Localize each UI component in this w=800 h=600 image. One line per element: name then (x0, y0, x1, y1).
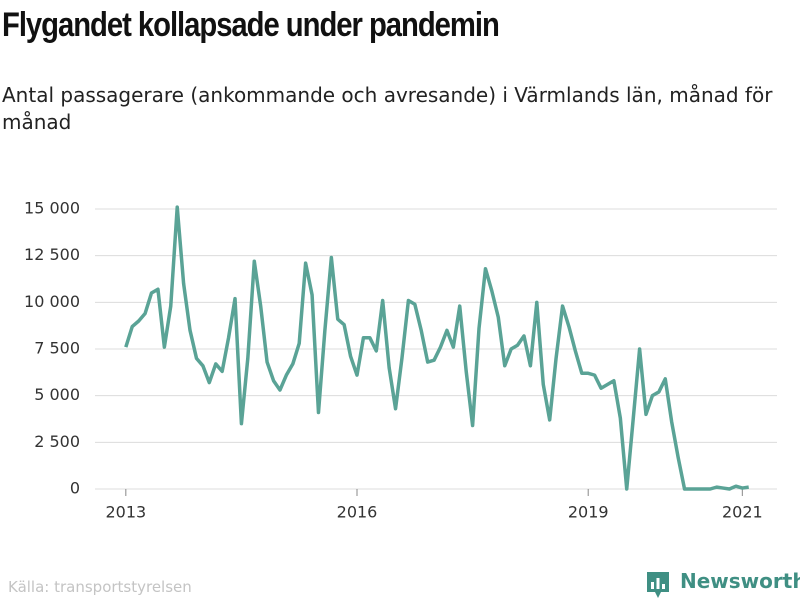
y-tick-label: 12 500 (24, 245, 80, 264)
chart-subtitle: Antal passagerare (ankommande och avresa… (2, 83, 773, 134)
y-tick-label: 2 500 (34, 432, 80, 451)
brand-name: Newsworthy (680, 569, 800, 593)
y-tick-label: 7 500 (34, 339, 80, 358)
y-tick-label: 5 000 (34, 385, 80, 404)
source-note: Källa: transportstyrelsen (8, 578, 192, 596)
x-tick-label: 2016 (337, 503, 378, 522)
x-tick-label: 2021 (722, 503, 763, 522)
y-tick-label: 0 (70, 479, 80, 498)
y-tick-label: 10 000 (24, 292, 80, 311)
y-tick-label: 15 000 (24, 199, 80, 218)
brand-logo (647, 572, 669, 598)
data-line (124, 205, 749, 491)
x-tick-label: 2013 (105, 503, 146, 522)
chart-title: Flygandet kollapsade under pandemin (2, 6, 500, 44)
x-tick-label: 2019 (568, 503, 609, 522)
